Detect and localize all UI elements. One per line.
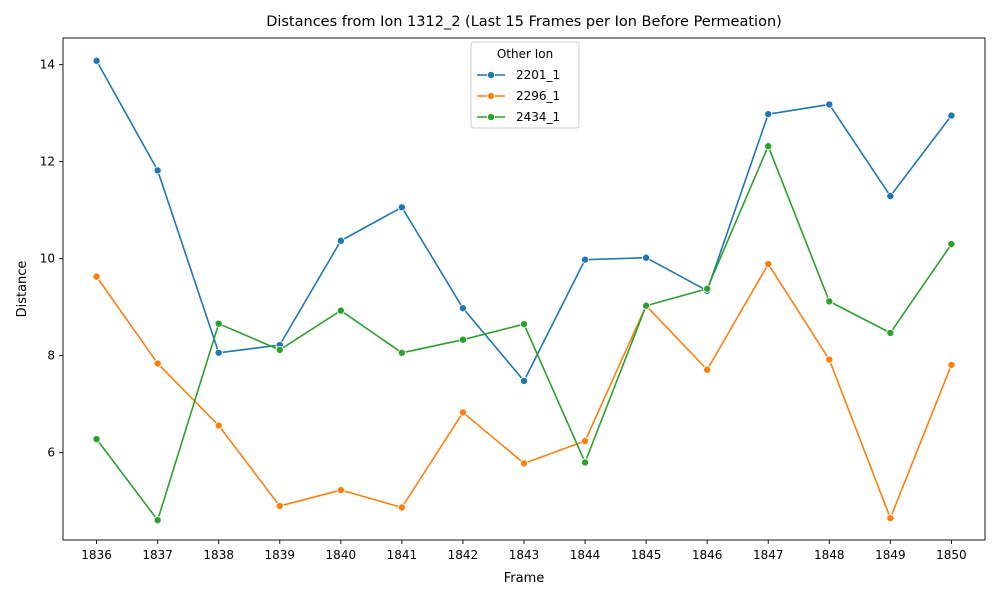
data-point (458, 335, 467, 344)
data-point (458, 304, 467, 313)
y-tick-label: 12 (40, 155, 55, 169)
data-point (642, 253, 651, 262)
y-axis-label: Distance (15, 261, 30, 318)
data-point (886, 192, 895, 201)
data-point (336, 236, 345, 245)
x-tick-label: 1850 (936, 548, 967, 562)
y-tick-label: 8 (47, 349, 55, 363)
data-point (397, 203, 406, 212)
data-point (92, 272, 101, 281)
data-point (214, 348, 223, 357)
data-point (825, 297, 834, 306)
y-tick-label: 6 (47, 446, 55, 460)
data-point (153, 166, 162, 175)
data-point (581, 437, 590, 446)
legend-swatch-marker (486, 92, 495, 101)
legend-title: Other Ion (497, 47, 553, 61)
legend: Other Ion 2201_1 2296_1 2434_1 (470, 41, 580, 129)
data-point (947, 240, 956, 249)
data-point (92, 435, 101, 444)
x-tick-label: 1847 (753, 548, 784, 562)
data-point (214, 319, 223, 328)
x-tick-label: 1843 (509, 548, 540, 562)
x-axis: 1836 1837 1838 1839 1840 1841 1842 1843 1844 1845… (81, 540, 967, 562)
series-2201_1 (92, 56, 956, 385)
x-tick-label: 1836 (81, 548, 112, 562)
data-point (886, 514, 895, 523)
data-point (153, 359, 162, 368)
data-point (275, 345, 284, 354)
data-point (336, 306, 345, 315)
series-2434_1 (92, 142, 956, 525)
x-tick-label: 1842 (448, 548, 479, 562)
x-tick-label: 1846 (692, 548, 723, 562)
x-tick-label: 1844 (570, 548, 601, 562)
legend-label: 2296_1 (516, 89, 560, 103)
data-point (947, 111, 956, 120)
legend-swatch-marker (486, 71, 495, 80)
x-tick-label: 1839 (264, 548, 295, 562)
data-point (397, 503, 406, 512)
data-point (275, 502, 284, 511)
x-tick-label: 1840 (326, 548, 357, 562)
y-tick-label: 14 (40, 58, 55, 72)
data-point (520, 459, 529, 468)
x-tick-label: 1845 (631, 548, 662, 562)
data-point (397, 348, 406, 357)
legend-label: 2434_1 (516, 110, 560, 124)
x-axis-label: Frame (504, 571, 545, 586)
series-layer (92, 56, 956, 525)
y-axis: 6 8 10 12 14 (40, 58, 63, 460)
series-2296_1 (92, 260, 956, 523)
data-point (92, 56, 101, 65)
data-point (458, 408, 467, 417)
series-line (95, 263, 953, 519)
x-tick-label: 1848 (814, 548, 845, 562)
legend-swatch-marker (486, 113, 495, 122)
data-point (520, 376, 529, 385)
legend-label: 2201_1 (516, 68, 560, 82)
chart-title: Distances from Ion 1312_2 (Last 15 Frame… (266, 14, 782, 30)
x-tick-label: 1837 (142, 548, 173, 562)
x-tick-label: 1841 (387, 548, 418, 562)
data-point (947, 360, 956, 369)
data-point (764, 142, 773, 151)
legend-box (470, 41, 580, 129)
data-point (153, 516, 162, 525)
data-point (703, 284, 712, 293)
data-point (825, 355, 834, 364)
data-point (336, 486, 345, 495)
data-point (703, 365, 712, 374)
data-point (581, 458, 590, 467)
data-point (520, 320, 529, 329)
data-point (764, 110, 773, 119)
data-point (825, 100, 834, 109)
data-point (886, 328, 895, 337)
x-tick-label: 1838 (203, 548, 234, 562)
data-point (642, 301, 651, 310)
y-tick-label: 10 (40, 252, 55, 266)
data-point (214, 421, 223, 430)
data-point (581, 255, 590, 264)
x-tick-label: 1849 (875, 548, 906, 562)
data-point (764, 260, 773, 269)
